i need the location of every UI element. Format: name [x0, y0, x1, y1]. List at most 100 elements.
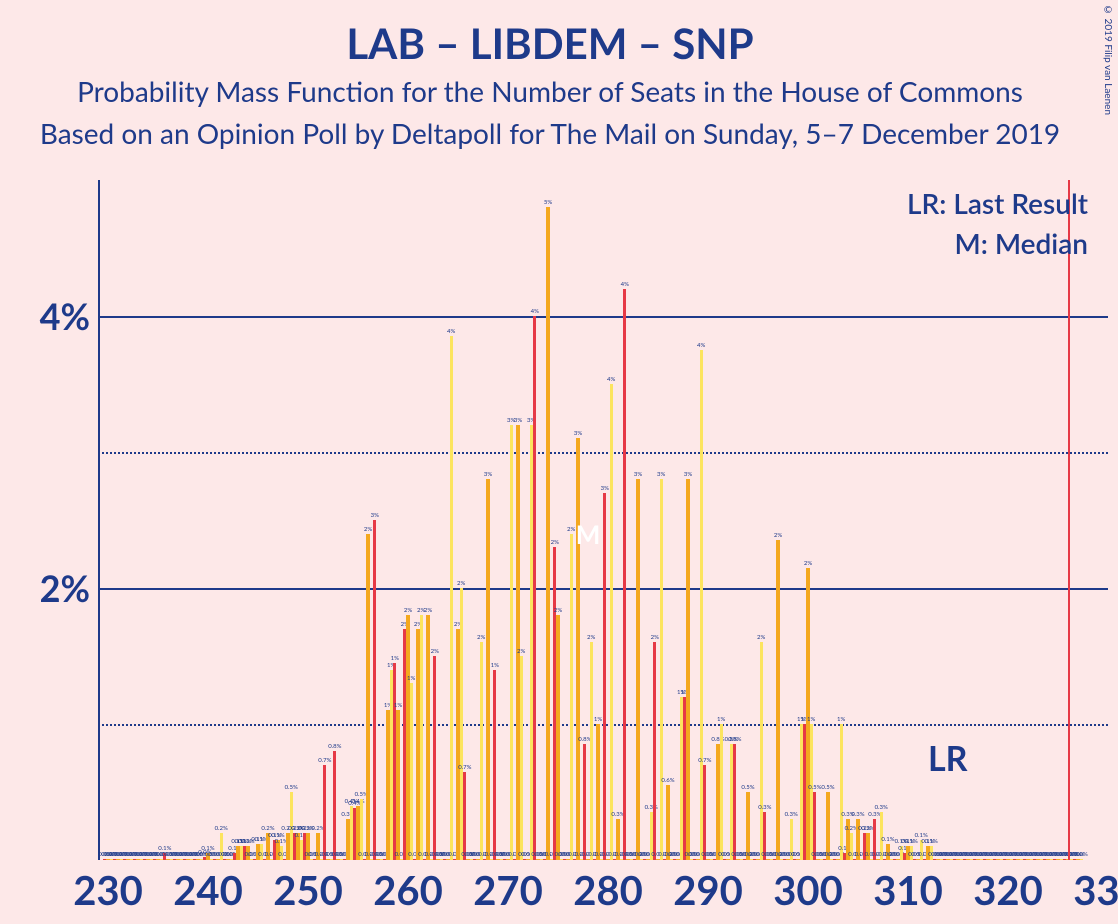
plot-area: 0.0% 0.0% 0.0% 0.0% 0.0% 0.0% 0.0% 0.0% 0.0% 0.0%… [98, 180, 1108, 860]
bar: 1% [410, 683, 413, 860]
bar: 1% [840, 724, 843, 860]
bar: 0.0% [120, 859, 123, 860]
bar: 0.0% [330, 859, 333, 860]
bar: 0.0% [740, 859, 743, 860]
bar: 3% [486, 479, 489, 860]
lr-vertical-line [1068, 180, 1070, 860]
bar: 0.0% [690, 859, 693, 860]
bar: 1% [800, 724, 803, 860]
bar: 0.4% [350, 806, 353, 860]
bar: 0.0% [1000, 859, 1003, 860]
bar: 0.0% [310, 859, 313, 860]
bar: 0.0% [490, 859, 493, 860]
bar: 0.0% [180, 859, 183, 860]
bar: 4% [610, 384, 613, 860]
bar: 2% [570, 534, 573, 860]
bar: 0.0% [160, 859, 163, 860]
bar: 3% [373, 520, 376, 860]
bar: 0.0% [860, 859, 863, 860]
bar: 2% [366, 534, 369, 860]
bar: 0.0% [1050, 859, 1053, 860]
bar: 0.0% [670, 859, 673, 860]
legend-lr: LR: Last Result [907, 186, 1088, 220]
bar: 0.0% [470, 859, 473, 860]
bar: 0.0% [230, 859, 233, 860]
bar: 0.7% [703, 765, 706, 860]
bar: 0.0% [380, 859, 383, 860]
bar: 0.0% [370, 859, 373, 860]
bar: 0.0% [640, 859, 643, 860]
bar: 2% [653, 642, 656, 860]
bar: 0.0% [870, 859, 873, 860]
bar: 0.0% [1030, 859, 1033, 860]
bar: 0.0% [1010, 859, 1013, 860]
bar: 0.0% [580, 859, 583, 860]
bar: 0.8% [733, 744, 736, 860]
bar: 0.1% [300, 840, 303, 860]
bar: 0.0% [130, 859, 133, 860]
bar: 4% [450, 336, 453, 860]
bar: 0.0% [940, 859, 943, 860]
bar: 0.1% [240, 846, 243, 860]
bar: 0.0% [140, 859, 143, 860]
bar: 0.0% [110, 859, 113, 860]
bar: 0.0% [250, 859, 253, 860]
bar: 2% [776, 540, 779, 860]
bar: 1% [493, 670, 496, 860]
chart-container: LAB – LIBDEM – SNP Probability Mass Func… [0, 0, 1118, 924]
bar: 2% [460, 588, 463, 860]
bar: 4% [533, 316, 536, 860]
bar: 3% [576, 438, 579, 860]
bar: 0.0% [620, 859, 623, 860]
bar: 0.6% [666, 785, 669, 860]
bar: 0.0% [1060, 859, 1063, 860]
bar: 0.0% [970, 859, 973, 860]
bar: 0.0% [340, 859, 343, 860]
bar: 3% [530, 425, 533, 860]
bar: 0.0% [170, 859, 173, 860]
bar: 0.0% [780, 859, 783, 860]
bar: 1% [390, 670, 393, 860]
bar: 0.7% [463, 772, 466, 860]
bar: 0.0% [320, 859, 323, 860]
bar: 1% [720, 724, 723, 860]
bar: 0.8% [730, 744, 733, 860]
bar: 0.0% [890, 859, 893, 860]
bar: 2% [426, 615, 429, 860]
bar: 0.0% [980, 859, 983, 860]
bar: 0.0% [400, 859, 403, 860]
legend-m: M: Median [907, 226, 1088, 260]
bar: 2% [590, 642, 593, 860]
bar: 3% [686, 479, 689, 860]
bar: 0.0% [540, 859, 543, 860]
bar: 0.0% [440, 859, 443, 860]
bar: 0.0% [820, 859, 823, 860]
chart-title: LAB – LIBDEM – SNP [0, 18, 1100, 68]
bar: 1% [680, 697, 683, 860]
bar: 0.0% [190, 859, 193, 860]
bar: 0.0% [710, 859, 713, 860]
chart-subtitle-2: Based on an Opinion Poll by Deltapoll fo… [0, 116, 1100, 150]
bar: 0.0% [430, 859, 433, 860]
bar: 0.0% [630, 859, 633, 860]
bar: 0.8% [583, 744, 586, 860]
bar: 0.0% [550, 859, 553, 860]
bar: 0.0% [1070, 859, 1073, 860]
bar: 0.0% [960, 859, 963, 860]
bar: 3% [636, 479, 639, 860]
bar: 0.0% [210, 859, 213, 860]
y-axis [98, 180, 100, 860]
bar: 0.0% [270, 859, 273, 860]
bar: 5% [546, 207, 549, 860]
bar: 0.8% [333, 751, 336, 860]
bar: 1% [396, 710, 399, 860]
bar: 0.0% [750, 859, 753, 860]
bar: 1% [810, 724, 813, 860]
lr-label: LR [928, 738, 968, 779]
bar: 3% [603, 493, 606, 860]
bar: 1% [596, 724, 599, 860]
bar: 0.0% [1020, 859, 1023, 860]
bar: 0.0% [200, 859, 203, 860]
bar: 3% [510, 425, 513, 860]
bar: 0.0% [950, 859, 953, 860]
